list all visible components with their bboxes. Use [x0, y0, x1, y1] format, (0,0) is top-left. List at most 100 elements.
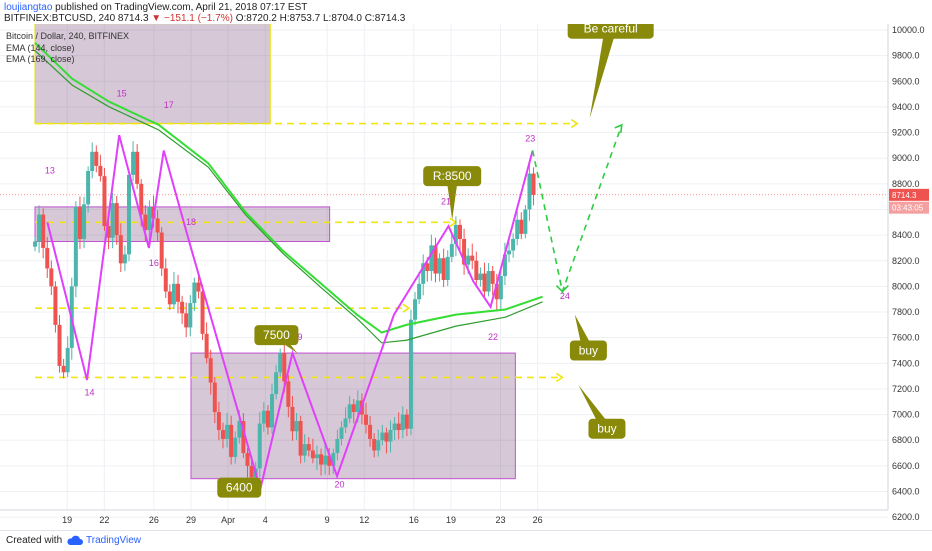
x-tick-label: Apr	[221, 515, 235, 525]
candle-body	[372, 438, 377, 451]
candle-body	[466, 255, 471, 265]
y-tick-label: 9800.0	[892, 51, 920, 61]
wave-lines	[46, 123, 623, 493]
publish-line: loujiangtao published on TradingView.com…	[4, 2, 307, 13]
candle-body	[139, 183, 144, 215]
candle-body	[527, 173, 532, 210]
y-tick-label: 8400.0	[892, 230, 920, 240]
candle-body	[98, 165, 103, 177]
candle-body	[184, 313, 189, 328]
candle-body	[417, 283, 422, 300]
candle-body	[482, 273, 487, 292]
price-tag-text: 8714.3	[892, 191, 917, 200]
candle-body	[445, 256, 450, 280]
candle-body	[319, 454, 324, 465]
candle-body	[147, 206, 152, 230]
candle-body	[478, 273, 483, 280]
symbol-line: BITFINEX:BTCUSD, 240 8714.3 ▼ −151.1 (−1…	[4, 13, 405, 24]
candle-body	[53, 286, 58, 325]
callout-box	[217, 477, 262, 498]
candle-body	[278, 353, 283, 373]
candle-body	[339, 427, 344, 439]
candle-body	[449, 244, 454, 257]
candle-body	[441, 258, 446, 280]
zone-box	[34, 24, 271, 125]
level-arrowhead	[570, 118, 579, 129]
wave-label: 24	[560, 291, 570, 301]
candle-body	[61, 365, 66, 373]
y-tick-label: 9200.0	[892, 128, 920, 138]
author-link[interactable]: loujiangtao	[4, 2, 53, 13]
legend-ema-169: EMA (169, close)	[6, 54, 75, 64]
candle-body	[298, 421, 303, 456]
candle-body	[114, 203, 119, 236]
candle-body	[531, 173, 536, 195]
candle-body	[413, 299, 418, 320]
x-tick-label: 26	[149, 515, 159, 525]
candle-body	[212, 382, 217, 413]
candle-body	[523, 209, 528, 234]
callout-box	[423, 166, 482, 187]
candle-body	[515, 219, 520, 239]
tradingview-brand[interactable]: TradingView	[86, 535, 142, 546]
candle-body	[86, 171, 91, 205]
candle-body	[155, 218, 160, 233]
candle-body	[425, 263, 430, 272]
wave-label: 22	[488, 332, 498, 342]
candle-body	[135, 151, 140, 184]
candle-body	[457, 224, 462, 239]
x-tick-label: 26	[533, 515, 543, 525]
chart-grid	[0, 24, 888, 518]
x-tick-label: 19	[62, 515, 72, 525]
candle-body	[437, 258, 442, 274]
candle-body	[314, 454, 319, 459]
y-tick-label: 7200.0	[892, 384, 920, 394]
candle-body	[41, 214, 46, 248]
candle-body	[519, 219, 524, 234]
candle-body	[216, 412, 221, 430]
candle-body	[229, 424, 234, 457]
candle-body	[286, 381, 291, 407]
candle-body	[421, 263, 426, 284]
candle-body	[192, 282, 197, 304]
wave-label: 16	[149, 258, 159, 268]
wave-label: 20	[335, 480, 345, 490]
wave-label: 18	[186, 217, 196, 227]
candle-body	[180, 301, 185, 314]
change-down-icon: ▼	[151, 13, 162, 24]
callout-text: 7500	[263, 328, 290, 342]
candle-body	[233, 437, 238, 457]
price-chart[interactable]: 13 14 15 16 17 18 19 20 21 22 23 24 R:8500 7500 6400 B…	[0, 24, 932, 530]
y-tick-label: 10000.0	[892, 25, 925, 35]
candle-body	[163, 268, 168, 292]
wave-label: 21	[441, 196, 451, 206]
projection-arrowhead	[614, 123, 623, 133]
candle-body	[94, 151, 99, 166]
candle-body	[462, 238, 467, 265]
x-tick-label: 9	[325, 515, 330, 525]
callout-pointer	[589, 28, 617, 119]
candle-body	[126, 174, 131, 255]
candle-body	[265, 410, 270, 428]
candle-body	[102, 176, 107, 227]
created-with-text: Created with	[6, 535, 63, 546]
price-change: −151.1 (−1.7%)	[163, 13, 233, 24]
callout-box	[569, 340, 607, 361]
price-tag	[889, 188, 929, 201]
candle-body	[249, 465, 254, 478]
candle-body	[171, 283, 176, 305]
callout-pointer	[574, 314, 595, 351]
candle-body	[355, 400, 360, 413]
candle-body	[241, 421, 246, 454]
y-tick-label: 8200.0	[892, 256, 920, 266]
candle-body	[494, 283, 499, 300]
candle-body	[502, 254, 507, 277]
callout-text: R:8500	[433, 169, 472, 183]
wave-label: 15	[117, 89, 127, 99]
candle-body	[343, 418, 348, 428]
candle-body	[453, 224, 458, 245]
price-tag-text: 03:43:05	[892, 204, 924, 213]
x-tick-label: 29	[186, 515, 196, 525]
y-tick-label: 6800.0	[892, 435, 920, 445]
candle-body	[335, 438, 340, 454]
